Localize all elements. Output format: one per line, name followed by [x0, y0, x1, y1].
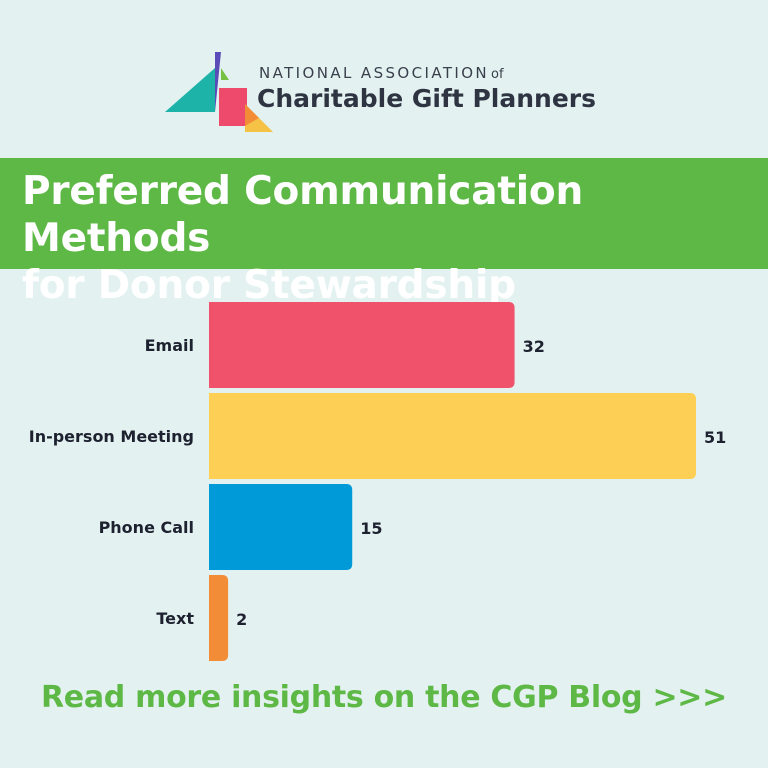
- category-label-text: Text: [156, 609, 194, 628]
- org-name-line2: Charitable Gift Planners: [257, 84, 597, 113]
- nacgp-logo-icon: [165, 52, 273, 132]
- bar-chart: Email 32 In-person Meeting 51 Phone Call 15 Te…: [29, 302, 726, 661]
- category-label-in-person-meeting: In-person Meeting: [29, 427, 194, 446]
- category-label-email: Email: [145, 336, 194, 355]
- title-banner: Preferred Communication Methods for Dono…: [0, 158, 768, 308]
- org-name-line1: NATIONAL ASSOCIATION of: [259, 64, 504, 82]
- value-label-email: 32: [523, 337, 545, 356]
- bar-email: [209, 302, 515, 388]
- category-label-phone-call: Phone Call: [99, 518, 194, 537]
- chart-title: Preferred Communication Methods for Dono…: [22, 168, 762, 309]
- bar-in-person-meeting: [209, 393, 696, 479]
- value-label-in-person-meeting: 51: [704, 428, 726, 447]
- bar-phone-call: [209, 484, 353, 570]
- bar-text: [209, 575, 229, 661]
- org-name-of: of: [491, 67, 504, 82]
- value-label-text: 2: [236, 610, 247, 629]
- header: NATIONAL ASSOCIATION of Charitable Gift P…: [0, 0, 768, 150]
- blog-link[interactable]: Read more insights on the CGP Blog >>>: [41, 680, 727, 715]
- value-label-phone-call: 15: [360, 519, 382, 538]
- chart-title-line1: Preferred Communication Methods: [22, 169, 584, 261]
- chart-title-line2: for Donor Stewardship: [22, 263, 516, 308]
